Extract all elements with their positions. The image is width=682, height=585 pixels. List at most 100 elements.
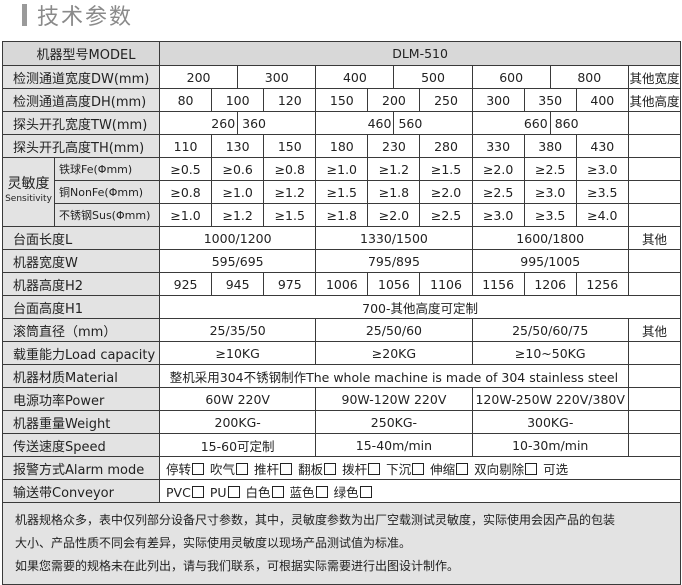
- value-cell: 350: [523, 88, 577, 112]
- value-cell: ≥3.0: [471, 203, 525, 227]
- value-cell: ≥1.8: [315, 203, 369, 227]
- value-cell: 595/695: [159, 249, 317, 273]
- value-cell: 400: [315, 65, 395, 89]
- value-cell: ≥1.5: [419, 157, 473, 181]
- row-label: 传送速度Speed: [1, 433, 161, 457]
- extra-cell: [627, 410, 682, 434]
- value-cell: 15-60可定制: [159, 433, 317, 457]
- th-row: 探头开孔高度TH(mm) 110 130 150 180 230 280 330 380 430: [1, 134, 682, 158]
- value-cell: ≥2.0: [367, 203, 421, 227]
- alarm-suffix: 可选: [543, 461, 569, 477]
- value-cell: ≥2.0: [419, 180, 473, 204]
- extra-cell: 其他: [627, 318, 682, 342]
- value-cell: 15-40m/min: [315, 433, 473, 457]
- model-row: 机器型号MODEL DLM-510: [1, 41, 682, 66]
- extra-cell: [627, 203, 682, 227]
- page-title: 技术参数: [37, 5, 134, 30]
- value-cell: 660: [471, 111, 551, 135]
- value-cell: ≥20KG: [315, 341, 473, 365]
- alarm-option-label: 吹气: [210, 461, 236, 477]
- row-label: 机器材质Material: [1, 364, 161, 388]
- conveyor-option-checkbox[interactable]: [191, 485, 204, 498]
- alarm-option-label: 双向剔除: [474, 461, 525, 477]
- sensitivity-label-en: Sensitivity: [5, 194, 52, 204]
- value-cell: 1330/1500: [315, 226, 473, 250]
- load-row: 载重能力Load capacity ≥10KG ≥20KG ≥10~50KG: [1, 341, 682, 365]
- conveyor-option-checkbox[interactable]: [271, 485, 284, 498]
- conveyor-option-checkbox[interactable]: [227, 485, 240, 498]
- alarm-option-checkbox[interactable]: [525, 462, 538, 475]
- extra-cell: [627, 272, 682, 296]
- value-cell: 260: [159, 111, 239, 135]
- value-cell: 1206: [523, 272, 577, 296]
- alarm-option-checkbox[interactable]: [456, 462, 469, 475]
- value-cell: 995/1005: [471, 249, 629, 273]
- value-cell: 430: [575, 134, 629, 158]
- alarm-option-checkbox[interactable]: [368, 462, 381, 475]
- extra-cell: 其他: [627, 226, 682, 250]
- row-label: 机器重量Weight: [1, 410, 161, 434]
- value-cell: 330: [471, 134, 525, 158]
- weight-row: 机器重量Weight 200KG- 250KG- 300KG-: [1, 410, 682, 434]
- extra-cell: [627, 111, 682, 135]
- width-row: 机器宽度W 595/695 795/895 995/1005: [1, 249, 682, 273]
- value-cell: 400: [575, 88, 629, 112]
- value-cell: 100: [211, 88, 265, 112]
- dw-row: 检测通道宽度DW(mm) 200 300 400 500 600 800 其他宽度: [1, 65, 682, 89]
- alarm-option-label: 拨杆: [342, 461, 368, 477]
- value-cell: 1000/1200: [159, 226, 317, 250]
- model-value: DLM-510: [159, 41, 682, 66]
- value-cell: ≥2.5: [419, 203, 473, 227]
- roller-row: 滚筒直径（mm） 25/35/50 25/50/60 25/50/60/75 其他: [1, 318, 682, 342]
- alarm-option-label: 下沉: [386, 461, 412, 477]
- alarm-option-checkbox[interactable]: [192, 462, 205, 475]
- value-cell: 945: [211, 272, 265, 296]
- sensitivity-sublabel: 铜NonFe(Φmm): [53, 180, 161, 204]
- value-cell: ≥0.6: [211, 157, 265, 181]
- row-label: 载重能力Load capacity: [1, 341, 161, 365]
- value-cell: 90W-120W 220V: [315, 387, 473, 411]
- extra-cell: [627, 180, 682, 204]
- extra-cell: 其他宽度: [627, 65, 682, 89]
- h2-row: 机器高度H2 925 945 975 1006 1056 1106 1156 1206 1256: [1, 272, 682, 296]
- value-cell: 360: [237, 111, 317, 135]
- sensitivity-label-cn: 灵敏度: [7, 176, 50, 192]
- alarm-option-checkbox[interactable]: [324, 462, 337, 475]
- title-bar-decoration: [22, 4, 27, 26]
- value-cell: 300: [471, 88, 525, 112]
- conveyor-option-checkbox[interactable]: [315, 485, 328, 498]
- value-cell: 1006: [315, 272, 369, 296]
- value-cell: ≥1.0: [211, 180, 265, 204]
- value-cell: 560: [393, 111, 473, 135]
- value-cell: 600: [471, 65, 551, 89]
- value-cell: ≥1.5: [263, 203, 317, 227]
- value-cell: 300: [237, 65, 317, 89]
- value-cell: ≥2.5: [471, 180, 525, 204]
- value-cell: 1156: [471, 272, 525, 296]
- sensitivity-row: 灵敏度 Sensitivity 铁球Fe(Φmm) ≥0.5 ≥0.6 ≥0.8 ≥1.0 ≥…: [2, 157, 682, 227]
- value-cell: 250: [419, 88, 473, 112]
- value-cell: 200: [159, 65, 239, 89]
- extra-cell: [627, 249, 682, 273]
- value-cell: 80: [159, 88, 213, 112]
- value-cell: 700-其他高度可定制: [159, 295, 682, 319]
- value-cell: ≥2.5: [523, 157, 577, 181]
- sensitivity-row: 铜NonFe(Φmm) ≥0.8 ≥1.0 ≥1.2 ≥1.5 ≥1.8 ≥2.0 ≥2.5 ≥…: [3, 180, 682, 204]
- value-cell: 整机采用304不锈钢制作The whole machine is made of…: [159, 364, 629, 388]
- value-cell: 25/35/50: [159, 318, 317, 342]
- conveyor-option-checkbox[interactable]: [359, 485, 372, 498]
- value-cell: ≥1.5: [315, 180, 369, 204]
- alarm-option-checkbox[interactable]: [280, 462, 293, 475]
- extra-cell: [627, 157, 682, 181]
- conveyor-option-label: 绿色: [333, 484, 359, 500]
- row-label: 输送带Conveyor: [1, 479, 161, 503]
- row-label: 机器型号MODEL: [1, 41, 161, 66]
- alarm-option-checkbox[interactable]: [236, 462, 249, 475]
- length-row: 台面长度L 1000/1200 1330/1500 1600/1800 其他: [1, 226, 682, 250]
- row-label: 机器宽度W: [1, 249, 161, 273]
- alarm-option-label: 停转: [166, 461, 192, 477]
- value-cell: 460: [315, 111, 395, 135]
- alarm-option-label: 伸缩: [430, 461, 456, 477]
- value-cell: 1056: [367, 272, 421, 296]
- alarm-option-checkbox[interactable]: [412, 462, 425, 475]
